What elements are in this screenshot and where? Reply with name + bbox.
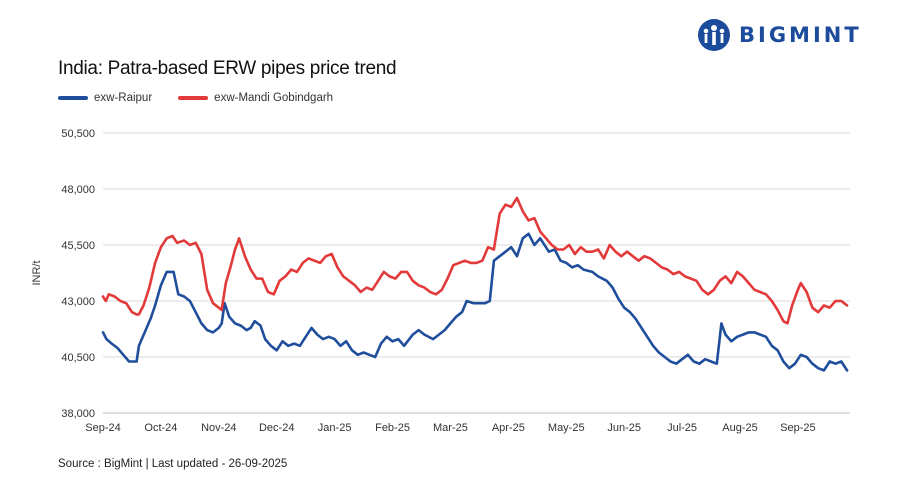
y-tick-label: 43,000: [61, 296, 95, 308]
y-tick-label: 50,500: [61, 128, 95, 140]
legend: exw-Raipur exw-Mandi Gobindgarh: [58, 92, 359, 104]
bigmint-logo-icon: [698, 19, 730, 51]
series-line-raipur: [101, 232, 849, 372]
x-tick-label: Apr-25: [492, 422, 525, 434]
x-tick-label: Nov-24: [201, 422, 236, 434]
legend-item-mandi-gobindgarh: exw-Mandi Gobindgarh: [178, 92, 333, 104]
legend-item-raipur: exw-Raipur: [58, 92, 152, 104]
x-tick-label: Sep-24: [85, 422, 120, 434]
chart-title: India: Patra-based ERW pipes price trend: [58, 58, 397, 79]
x-tick-label: Sep-25: [780, 422, 815, 434]
y-tick-label: 45,500: [61, 240, 95, 252]
x-tick-label: Dec-24: [259, 422, 294, 434]
x-tick-label: Mar-25: [433, 422, 468, 434]
x-tick-label: Aug-25: [722, 422, 757, 434]
legend-label-raipur: exw-Raipur: [94, 92, 153, 104]
legend-label-mandi-gobindgarh: exw-Mandi Gobindgarh: [214, 92, 334, 104]
y-tick-label: 38,000: [61, 408, 95, 420]
legend-swatch-mandi-gobindgarh: [178, 96, 209, 100]
y-tick-label: 40,500: [61, 352, 95, 364]
x-tick-label: Jul-25: [667, 422, 697, 434]
source-note: Source : BigMint | Last updated - 26-09-…: [58, 458, 288, 470]
x-tick-label: Jan-25: [318, 422, 352, 434]
x-tick-label: Oct-24: [144, 422, 177, 434]
series-line-mandi-gobindgarh: [101, 196, 849, 325]
y-axis-label: INR/t: [31, 260, 43, 285]
bigmint-logo: BIGMINT: [697, 18, 862, 52]
x-tick-label: Feb-25: [375, 422, 410, 434]
brand-name: BIGMINT: [739, 23, 862, 47]
y-tick-label: 48,000: [61, 184, 95, 196]
legend-swatch-raipur: [58, 96, 88, 100]
x-tick-label: May-25: [548, 422, 585, 434]
x-tick-label: Jun-25: [607, 422, 641, 434]
